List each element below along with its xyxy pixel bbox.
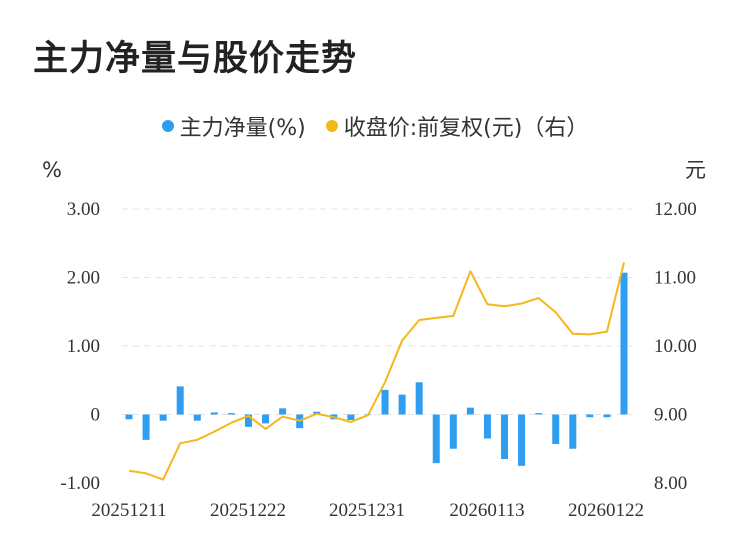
net-volume-bar[interactable] <box>535 413 543 415</box>
legend-dot-net-volume <box>161 120 174 132</box>
net-volume-bar[interactable] <box>262 414 270 424</box>
right-tick-label: 10.00 <box>654 336 697 357</box>
right-tick-label: 12.00 <box>654 199 697 220</box>
legend-label-close-price: 收盘价:前复权(元)（右） <box>343 116 589 141</box>
x-tick-label: 20251211 <box>91 500 166 521</box>
net-volume-bar[interactable] <box>569 414 577 449</box>
right-tick-label: 9.00 <box>654 405 687 426</box>
legend-label-net-volume: 主力净量(%) <box>179 116 306 141</box>
close-price-line-layer <box>128 262 625 481</box>
chart-title: 主力净量与股价走势 <box>33 39 358 79</box>
net-volume-bar[interactable] <box>210 412 218 415</box>
left-tick-label: 3.00 <box>67 199 100 220</box>
net-volume-bars <box>125 272 628 466</box>
net-volume-bar[interactable] <box>193 414 201 421</box>
right-tick-label: 11.00 <box>654 268 696 289</box>
net-volume-bar[interactable] <box>501 414 509 460</box>
left-axis: 3.00 2.00 1.00 0 -1.00 <box>60 199 100 494</box>
x-axis: 20251211 20251222 20251231 20260113 20260122 <box>91 500 644 521</box>
x-tick-label: 20251222 <box>210 500 286 521</box>
close-price-line[interactable] <box>128 262 625 481</box>
left-tick-label: 0 <box>91 405 101 426</box>
net-volume-bar[interactable] <box>381 389 389 415</box>
net-volume-bar[interactable] <box>227 413 235 415</box>
left-unit-label: % <box>42 158 62 182</box>
x-tick-label: 20260113 <box>449 500 524 521</box>
right-tick-label: 8.00 <box>654 473 687 494</box>
net-volume-bar[interactable] <box>552 414 560 444</box>
net-volume-bar[interactable] <box>449 414 457 449</box>
net-volume-bar[interactable] <box>279 408 287 415</box>
net-volume-bar[interactable] <box>415 382 423 415</box>
net-volume-bar[interactable] <box>142 414 150 440</box>
net-volume-bar[interactable] <box>398 394 406 415</box>
net-volume-bar[interactable] <box>603 414 611 418</box>
legend-dot-close-price <box>325 120 338 132</box>
legend-item-net-volume[interactable]: 主力净量(%) <box>161 110 306 142</box>
x-tick-label: 20260122 <box>568 500 644 521</box>
net-volume-bar[interactable] <box>432 414 440 464</box>
left-tick-label: -1.00 <box>60 473 100 494</box>
net-volume-bar[interactable] <box>586 414 594 418</box>
legend: 主力净量(%) 收盘价:前复权(元)（右） <box>0 110 750 142</box>
x-tick-label: 20251231 <box>329 500 405 521</box>
right-axis: 12.00 11.00 10.00 9.00 8.00 <box>654 199 697 494</box>
net-volume-bar[interactable] <box>347 414 355 420</box>
net-volume-bar[interactable] <box>518 414 526 466</box>
net-volume-bar[interactable] <box>620 272 628 415</box>
net-volume-bar[interactable] <box>176 386 184 415</box>
net-volume-bar[interactable] <box>125 414 133 420</box>
grid-lines <box>122 208 632 415</box>
net-volume-bar[interactable] <box>483 414 491 439</box>
left-tick-label: 1.00 <box>67 336 100 357</box>
net-volume-bar[interactable] <box>244 414 252 427</box>
net-volume-bar[interactable] <box>466 407 474 415</box>
net-volume-bar[interactable] <box>159 414 167 421</box>
left-tick-label: 2.00 <box>67 268 100 289</box>
legend-item-close-price[interactable]: 收盘价:前复权(元)（右） <box>325 110 589 142</box>
right-unit-label: 元 <box>685 158 706 182</box>
